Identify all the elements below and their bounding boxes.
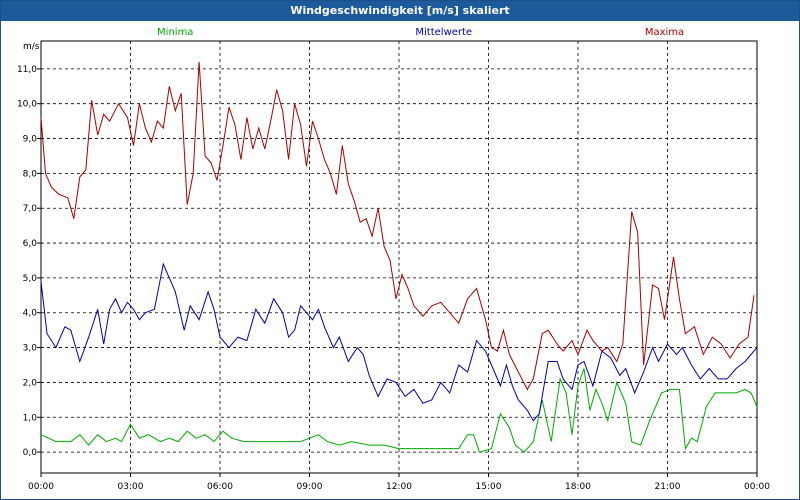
y-tick-label: 2,0: [23, 378, 38, 388]
y-tick-label: 1,0: [23, 413, 38, 423]
legend-minima: Minima: [157, 27, 193, 38]
x-tick-time-label: 12:00: [386, 482, 412, 492]
x-tick-time-label: 09:00: [297, 482, 323, 492]
x-tick-time-label: 00:00: [28, 482, 54, 492]
x-tick-time-label: 06:00: [207, 482, 233, 492]
y-tick-label: 9,0: [23, 135, 38, 145]
x-tick-time-label: 18:00: [565, 482, 591, 492]
y-tick-label: 7,0: [23, 204, 38, 214]
window-title: Windgeschwindigkeit [m/s] skaliert: [1, 1, 799, 21]
series-line-maxima: [40, 61, 755, 391]
y-tick-label: 4,0: [23, 309, 38, 319]
x-tick-time-label: 21:00: [655, 482, 681, 492]
y-axis-label: m/s: [23, 42, 40, 52]
y-tick-label: 0,0: [23, 448, 38, 458]
series-line-mittelwerte: [40, 262, 758, 422]
legend-maxima: Maxima: [645, 27, 684, 38]
x-tick-time-label: 15:00: [476, 482, 502, 492]
y-tick-label: 5,0: [23, 274, 38, 284]
series-line-minima: [40, 368, 758, 453]
y-tick-label: 6,0: [23, 239, 38, 249]
y-tick-label: 3,0: [23, 344, 38, 354]
legend-mittelwerte: Mittelwerte: [415, 27, 472, 38]
y-tick-label: 8,0: [23, 169, 38, 179]
y-tick-label: 10,0: [17, 100, 37, 110]
x-tick-time-label: 00:00: [744, 482, 770, 492]
y-tick-label: 11,0: [17, 65, 37, 75]
wind-speed-chart: 0,0 1,0 2,0 3,0 4,0 5,0 6,0 7,0 8,0 9,0 10,0 11,0 00…: [17, 27, 770, 492]
x-tick-time-label: 03:00: [118, 482, 144, 492]
